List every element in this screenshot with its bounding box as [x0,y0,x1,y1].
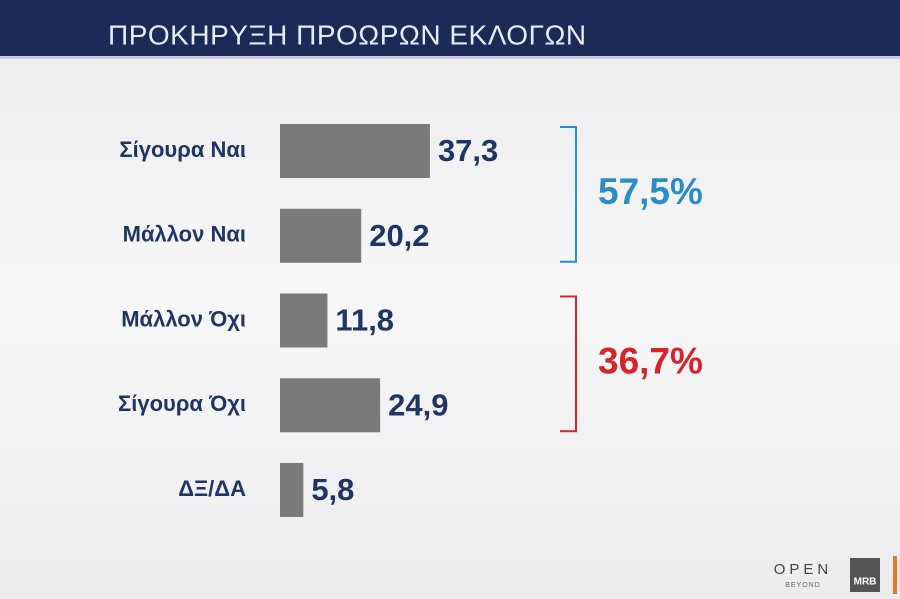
value-label: 11,8 [335,303,394,338]
group-bracket [560,295,577,433]
bar [280,124,430,178]
corner-accent [893,556,897,594]
group-bracket [560,126,577,263]
bar [280,293,328,348]
channel-logo: OPEN [774,561,833,578]
category-label: Σίγουρα Όχι [118,391,246,416]
category-label: Σίγουρα Ναι [119,137,246,162]
value-label: 20,2 [369,218,429,253]
value-label: 24,9 [388,387,448,422]
bar [280,208,362,263]
category-label: Μάλλον Ναι [123,222,246,247]
category-label: Μάλλον Όχι [121,306,246,331]
channel-tagline: BEYOND [785,582,821,589]
header-rule [0,56,900,59]
group-total: 36,7% [598,341,703,382]
value-label: 37,3 [438,133,498,168]
bar [280,378,381,433]
chart-title: ΠΡΟΚΗΡΥΞΗ ΠΡΟΩΡΩΝ ΕΚΛΟΓΩΝ [108,19,587,50]
category-label: ΔΞ/ΔΑ [178,476,246,501]
bar [280,463,304,517]
pollster-logo: MRB [854,577,877,588]
header-bar [0,0,900,56]
group-total: 57,5% [598,171,703,212]
pollster-logo-box [850,558,880,592]
value-label: 5,8 [311,472,354,507]
